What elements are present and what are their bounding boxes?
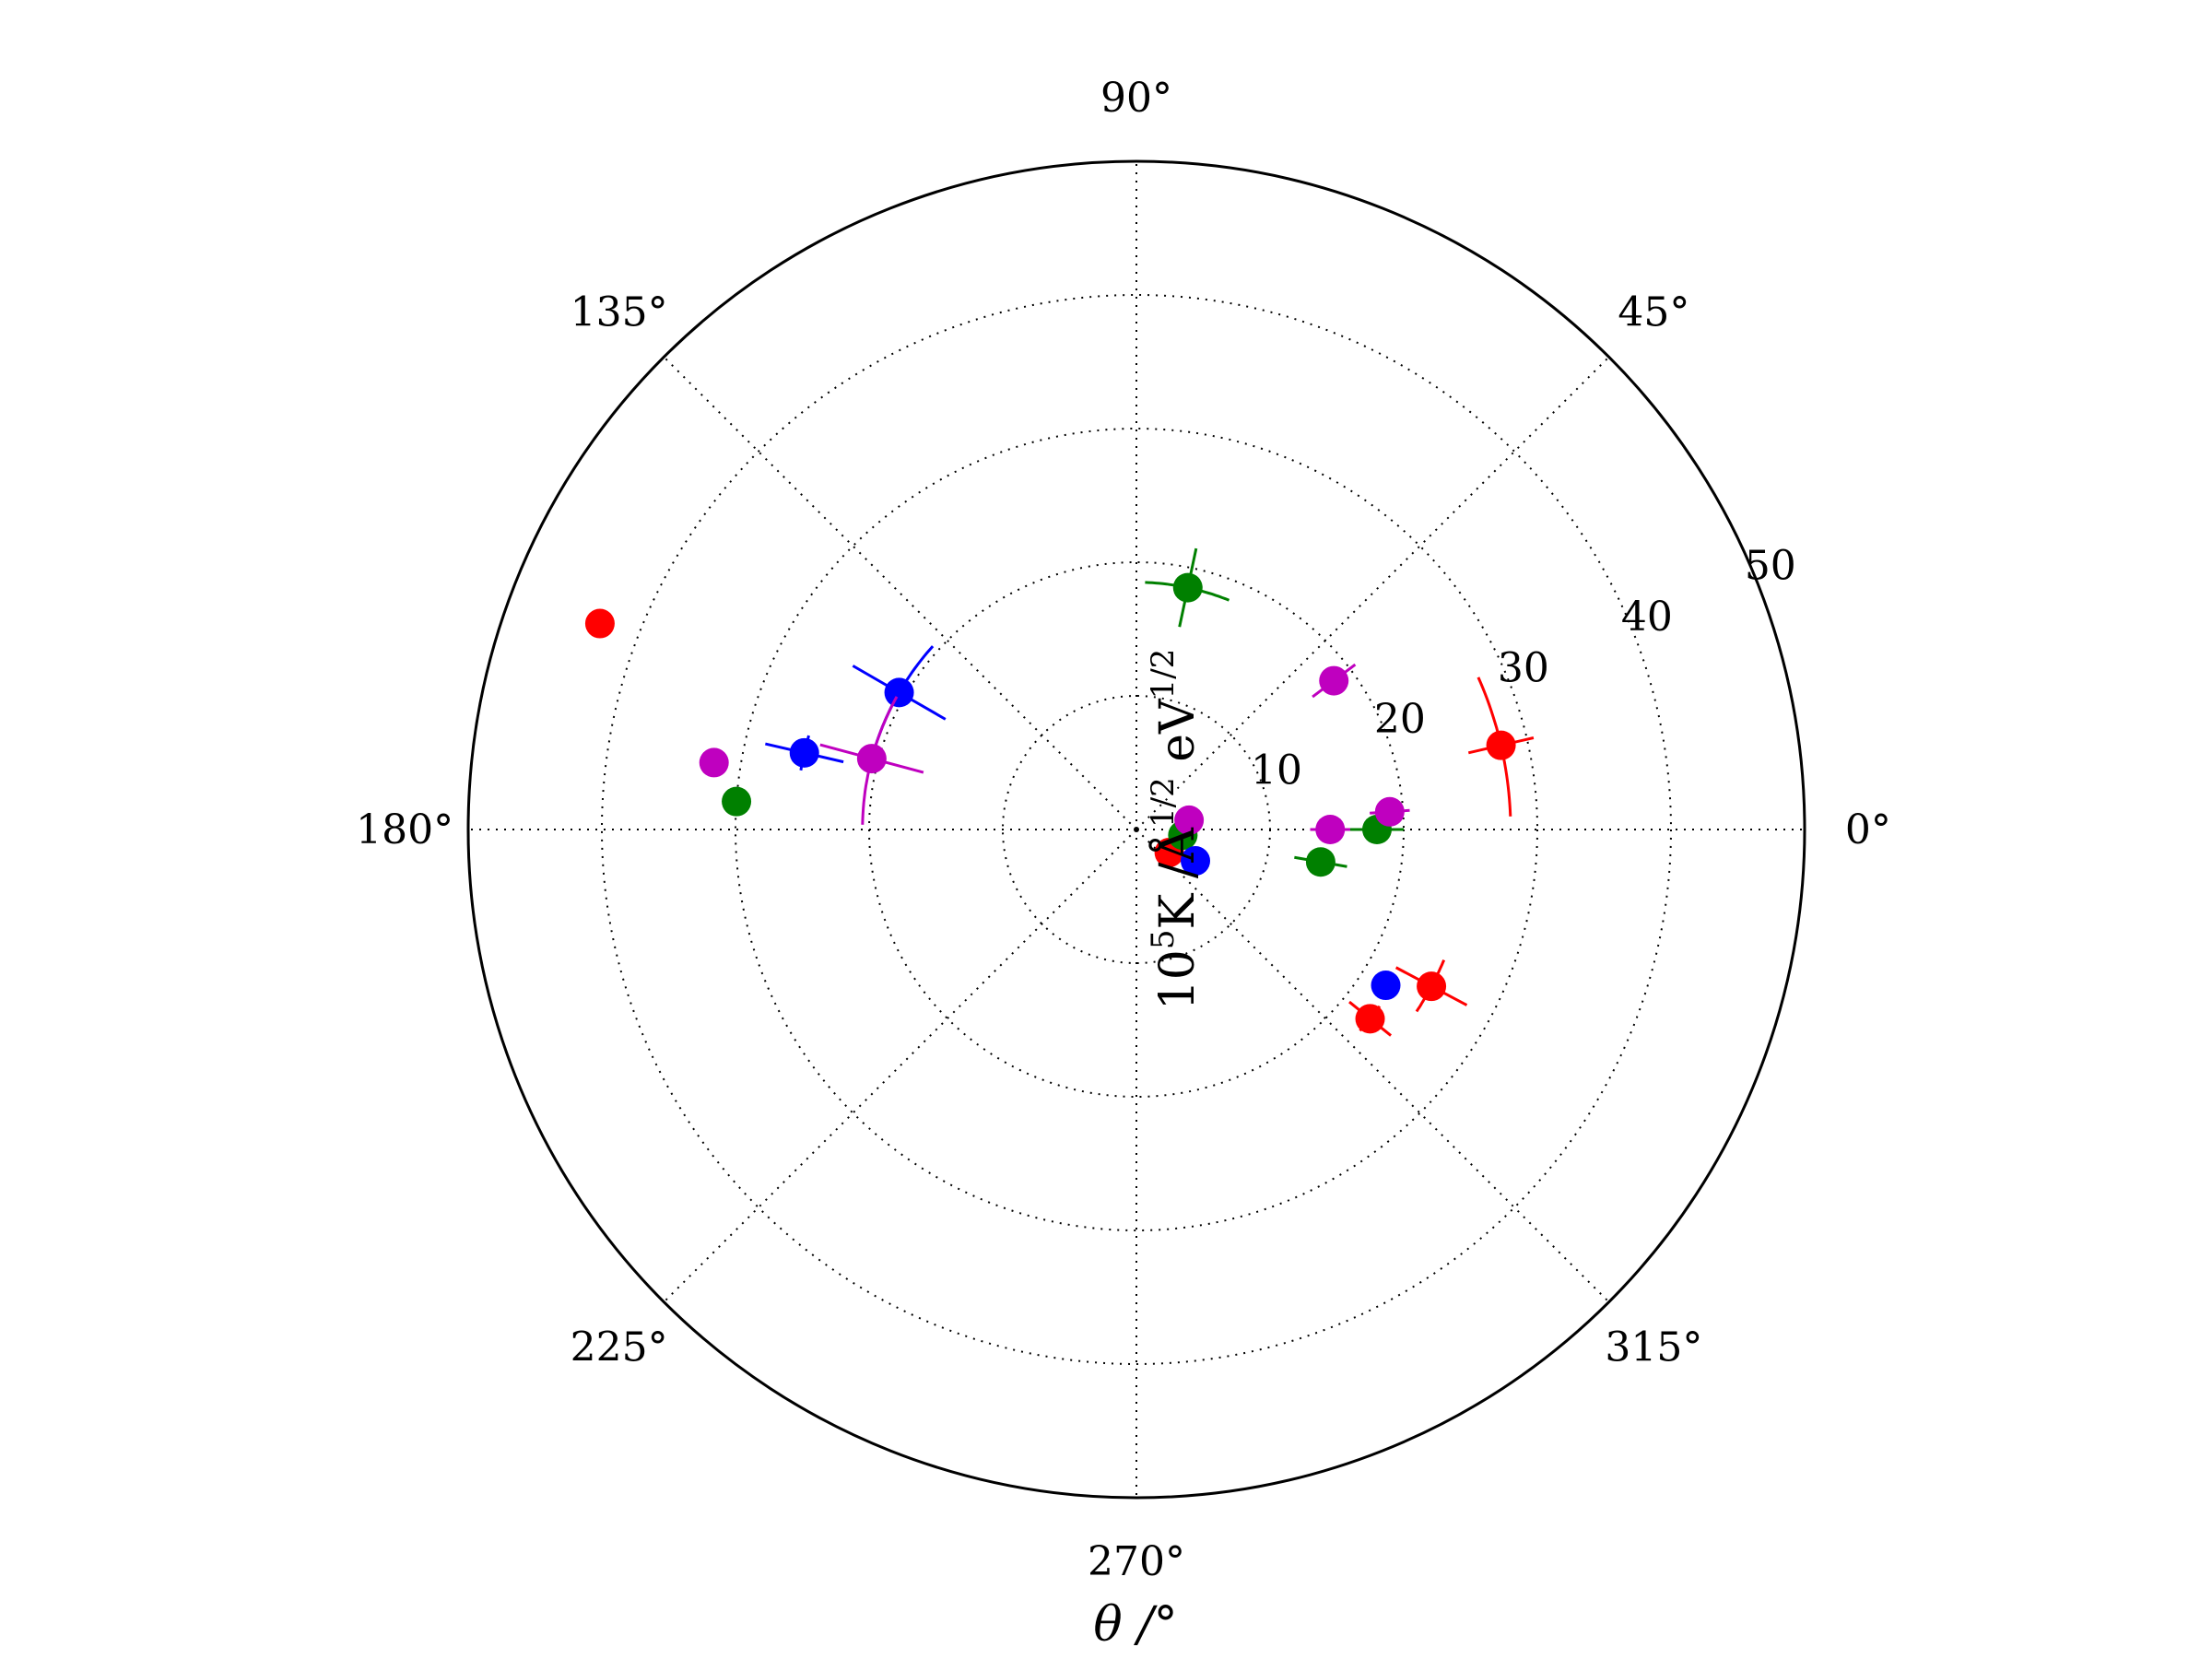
data-point: [1172, 572, 1203, 603]
r-tick-label: 20: [1374, 696, 1426, 743]
polar-frame: [466, 159, 1806, 1500]
r-tick-label: 10: [1251, 747, 1302, 794]
data-point: [856, 744, 887, 774]
outer-circle: [466, 159, 1806, 1500]
data-point: [1355, 1004, 1385, 1034]
data-point: [789, 737, 819, 768]
data-point: [1181, 846, 1211, 877]
series-3: [765, 645, 1401, 1001]
data-point: [1374, 796, 1405, 827]
series-2: [722, 547, 1404, 877]
data-point: [1305, 847, 1335, 877]
theta-grid-line: [1135, 356, 1610, 830]
theta-tick-label: 225°: [571, 1324, 668, 1371]
r-tick-label: 50: [1745, 543, 1796, 590]
r-grid-circle: [735, 428, 1538, 1231]
theta-tick-label: 270°: [1088, 1538, 1185, 1585]
r-tick-label: 30: [1498, 645, 1549, 692]
data-point: [722, 786, 752, 817]
series-1: [584, 608, 1535, 1037]
data-point: [1319, 665, 1349, 696]
r-tick-label: 40: [1621, 594, 1673, 641]
data-point: [1486, 730, 1516, 760]
data-point: [884, 677, 914, 708]
theta-tick-labels: 0° 45° 90° 135° 180° 225° 270° 315°: [356, 75, 1891, 1585]
data-points: [584, 547, 1535, 1037]
theta-grid-line: [1135, 829, 1610, 1303]
data-point: [1174, 805, 1205, 835]
r-grid-circle: [601, 294, 1672, 1365]
data-point: [1417, 971, 1447, 1002]
theta-tick-label: 45°: [1618, 289, 1689, 336]
theta-axis-label: θ /°: [1093, 1597, 1177, 1653]
data-point: [584, 608, 615, 639]
theta-tick-label: 315°: [1605, 1324, 1702, 1371]
theta-tick-label: 90°: [1100, 75, 1172, 122]
theta-tick-label: 180°: [356, 806, 453, 853]
origin-dot: [1134, 827, 1139, 832]
theta-tick-label: 135°: [571, 289, 668, 336]
r-tick-labels: 10 20 30 40 50: [1251, 543, 1796, 794]
theta-tick-label: 0°: [1845, 806, 1891, 853]
theta-grid-line: [663, 356, 1137, 830]
r-axis-label: 105K /Å1/2 eV1/2: [1145, 649, 1206, 1011]
data-point: [699, 747, 729, 778]
series-4: [699, 663, 1410, 844]
theta-grid-line: [663, 829, 1137, 1303]
data-point: [1371, 971, 1401, 1001]
data-point: [1315, 815, 1346, 844]
